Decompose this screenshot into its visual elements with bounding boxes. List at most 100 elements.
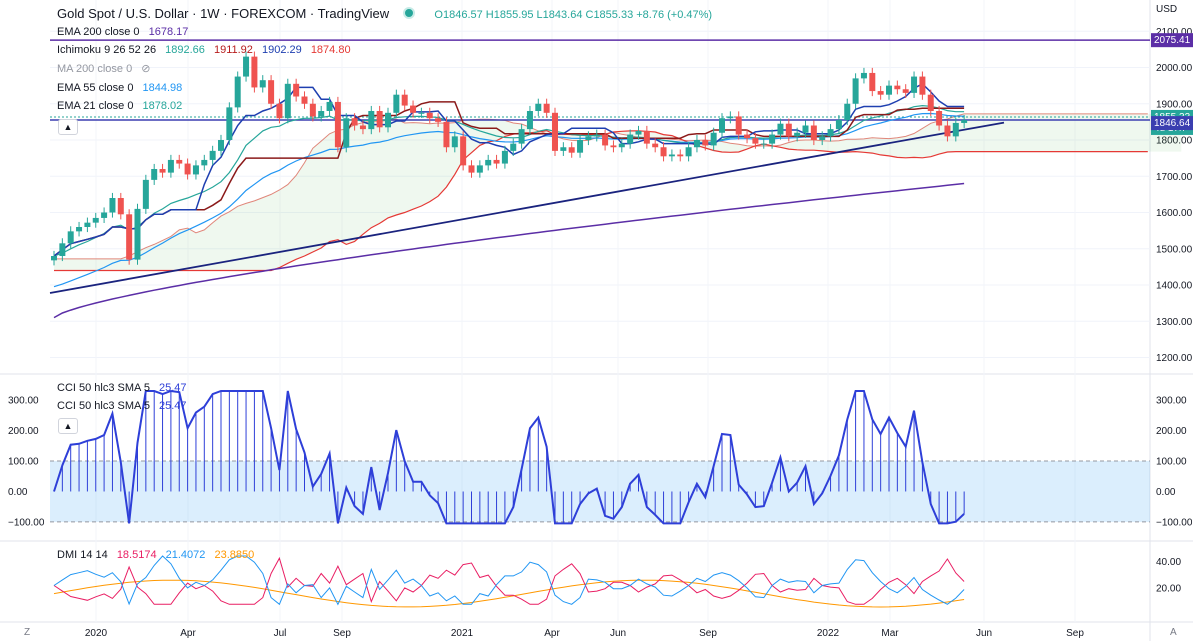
candle-body	[610, 145, 617, 148]
candle-body	[309, 103, 316, 117]
legend-ema55[interactable]: EMA 55 close 0 1844.98	[57, 81, 182, 96]
candle-body	[176, 159, 183, 164]
legend-label: CCI 50 hlc3 SMA 5	[57, 382, 150, 394]
price-tick-label: 2000.00	[1156, 63, 1193, 74]
candle-body	[226, 107, 233, 140]
price-badge-high-text: 2075.41	[1154, 35, 1191, 46]
cci-tick-label: 300.00	[8, 396, 39, 407]
legend-cci-1[interactable]: CCI 50 hlc3 SMA 5 25.47	[57, 381, 187, 396]
currency-label: USD	[1156, 4, 1177, 15]
cci-tick-label: 100.00	[1156, 457, 1187, 468]
legend-label: CCI 50 hlc3 SMA 5	[57, 400, 150, 412]
candle-body	[76, 227, 83, 232]
candle-body	[785, 123, 792, 137]
timezone-icon[interactable]: Z	[24, 627, 31, 638]
candle-body	[209, 150, 216, 160]
legend-label: EMA 21 close 0	[57, 100, 134, 112]
legend-ema200[interactable]: EMA 200 close 0 1678.17	[57, 25, 188, 40]
candle-body	[318, 111, 325, 117]
cci-tick-label: 100.00	[8, 457, 39, 468]
candle-body	[435, 118, 442, 122]
candle-body	[568, 147, 575, 153]
candle-body	[101, 212, 108, 218]
auto-scale-icon[interactable]: A	[1170, 627, 1177, 638]
candle-body	[518, 129, 525, 144]
legend-value: 1678.17	[148, 26, 189, 38]
candle-body	[927, 94, 934, 111]
time-tick-label: 2022	[817, 628, 840, 639]
candle-body	[301, 96, 308, 104]
candle-body	[819, 136, 826, 140]
trend-line	[49, 121, 1005, 294]
candle-body	[167, 159, 174, 173]
legend-value: 18.5174	[116, 549, 157, 561]
candle-body	[426, 112, 433, 119]
legend-cci-2[interactable]: CCI 50 hlc3 SMA 5 25.47	[57, 399, 187, 414]
legend-dmi[interactable]: DMI 14 14 18.5174 21.4072 23.8850	[57, 548, 254, 563]
candle-body	[577, 140, 584, 153]
legend-value: 1902.29	[261, 44, 302, 56]
cci-tick-label: 0.00	[8, 487, 28, 498]
interval-label[interactable]: 1W	[200, 6, 220, 21]
candle-body	[643, 130, 650, 144]
candle-body	[151, 169, 158, 180]
cci-tick-label: −100.00	[8, 517, 45, 528]
legend-ichimoku[interactable]: Ichimoku 9 26 52 26 1892.66 1911.92 1902…	[57, 43, 351, 58]
legend-value: 23.8850	[214, 549, 255, 561]
candle-body	[251, 56, 258, 88]
time-tick-label: Sep	[1066, 628, 1084, 639]
candle-body	[501, 150, 508, 164]
candle-body	[142, 179, 149, 209]
candle-body	[284, 83, 291, 119]
chevron-up-icon[interactable]: ▲	[58, 418, 78, 434]
legend-ema21[interactable]: EMA 21 close 0 1878.02	[57, 99, 182, 114]
time-tick-label: Jun	[610, 628, 626, 639]
legend-ma200[interactable]: MA 200 close 0 ⊘	[57, 62, 151, 77]
ohlc-values: O1846.57 H1855.95 L1843.64 C1855.33 +8.7…	[434, 9, 713, 21]
legend-label: MA 200 close 0	[57, 63, 133, 75]
candle-body	[735, 116, 742, 135]
candle-body	[134, 208, 141, 260]
candle-body	[685, 147, 692, 157]
candle-body	[902, 89, 909, 93]
candle-body	[67, 231, 74, 244]
candle-body	[860, 72, 867, 79]
candle-body	[526, 111, 533, 130]
candle-body	[410, 105, 417, 113]
candle-body	[635, 130, 642, 135]
candle-body	[443, 121, 450, 148]
candle-body	[184, 163, 191, 175]
eye-hidden-icon[interactable]: ⊘	[141, 63, 151, 75]
chevron-up-icon[interactable]: ▲	[58, 119, 78, 135]
price-tick-label: 1900.00	[1156, 99, 1193, 110]
broker-label: FOREXCOM	[231, 6, 307, 21]
symbol-name: Gold Spot / U.S. Dollar	[57, 6, 189, 21]
candle-body	[693, 140, 700, 148]
dmi-tick-label: 20.00	[1156, 584, 1181, 595]
time-tick-label: Jun	[976, 628, 992, 639]
candle-body	[418, 112, 425, 114]
cci-tick-label: −100.00	[1156, 517, 1193, 528]
time-tick-label: Sep	[333, 628, 351, 639]
market-status-icon	[402, 7, 415, 19]
candle-body	[109, 198, 116, 213]
time-tick-label: Mar	[881, 628, 899, 639]
legend-label: EMA 200 close 0	[57, 26, 140, 38]
candle-body	[460, 136, 467, 166]
price-badge-ema55-text: 1846.64	[1154, 118, 1191, 129]
candle-body	[468, 165, 475, 173]
candle-body	[234, 76, 241, 108]
candle-body	[727, 116, 734, 119]
candle-body	[802, 125, 809, 133]
candle-body	[535, 103, 542, 111]
candle-body	[944, 125, 951, 137]
legend-value: 1892.66	[165, 44, 205, 56]
candle-body	[59, 243, 66, 256]
legend-value: 25.47	[159, 400, 187, 412]
candle-body	[84, 222, 91, 227]
candle-body	[702, 140, 709, 146]
candle-body	[159, 169, 166, 173]
legend-value: 21.4072	[165, 549, 206, 561]
ema200-line	[53, 182, 965, 319]
